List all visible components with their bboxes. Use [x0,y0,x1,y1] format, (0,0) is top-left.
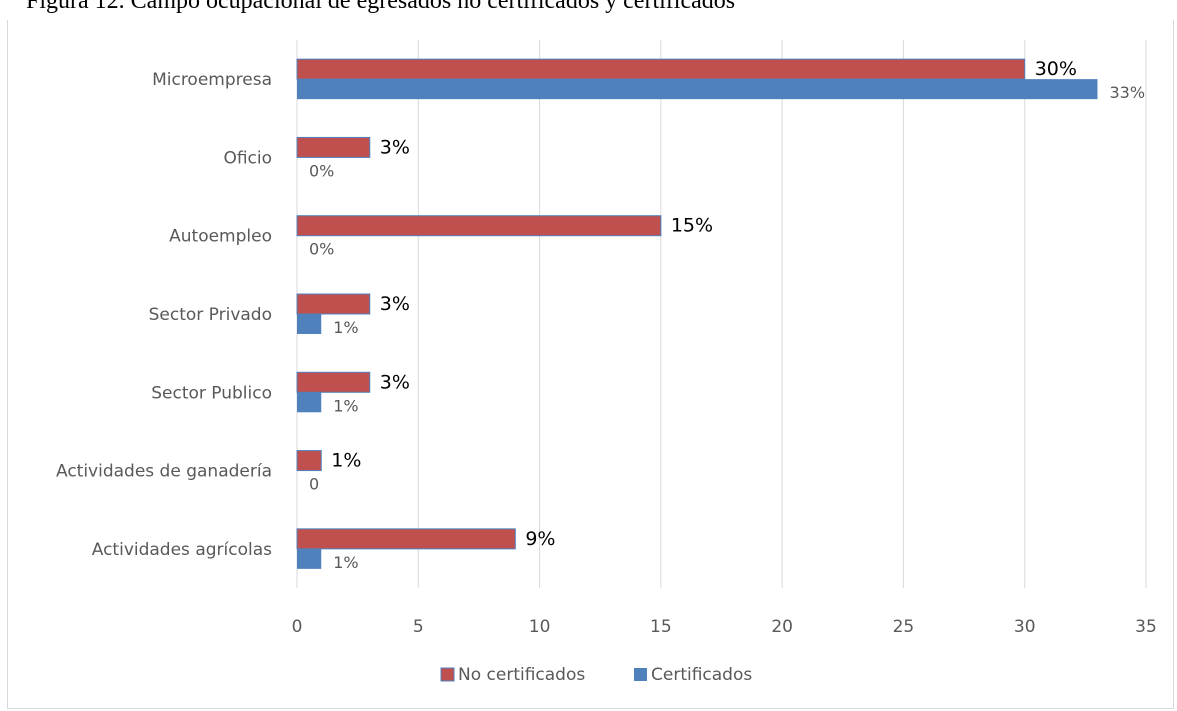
category-label: Sector Publico [151,383,272,403]
data-label-certificados: 1% [333,396,358,415]
data-label-certificados: 0% [309,161,334,180]
data-label-no-certificados: 3% [380,293,410,315]
legend-label-no-certificados: No certificados [458,665,585,685]
category-label: Autoempleo [169,227,272,247]
bar-certificados [297,314,321,334]
data-label-no-certificados: 1% [331,450,361,472]
category-label: Actividades de ganadería [56,462,272,482]
bar-no-certificados [297,451,321,471]
bar-no-certificados [297,59,1025,79]
category-label: Microempresa [152,70,272,90]
data-label-no-certificados: 15% [671,215,713,237]
x-tick-label: 10 [529,617,551,637]
bar-no-certificados [297,294,370,314]
x-tick-label: 35 [1135,617,1157,637]
data-label-certificados: 0 [309,475,319,494]
legend-swatch-no-certificados [441,668,454,681]
data-label-certificados: 1% [333,553,358,572]
x-tick-label: 15 [650,617,672,637]
x-tick-label: 5 [413,617,424,637]
bar-no-certificados [297,529,515,549]
data-label-certificados: 1% [333,318,358,337]
category-label: Actividades agrícolas [92,540,272,560]
bar-no-certificados [297,216,661,236]
x-tick-label: 20 [771,617,793,637]
legend-swatch-certificados [634,668,647,681]
category-label: Oficio [223,148,272,168]
x-tick-label: 25 [893,617,915,637]
bar-certificados [297,79,1097,99]
bar-no-certificados [297,372,370,392]
x-tick-label: 30 [1014,617,1036,637]
category-label: Sector Privado [149,305,272,325]
data-label-no-certificados: 3% [380,136,410,158]
bar-certificados [297,392,321,412]
data-label-no-certificados: 30% [1035,58,1077,80]
data-label-no-certificados: 9% [525,528,555,550]
data-label-certificados: 0% [309,240,334,259]
legend-label-certificados: Certificados [651,665,752,685]
bar-certificados [297,549,321,569]
bar-no-certificados [297,137,370,157]
data-label-no-certificados: 3% [380,371,410,393]
data-label-certificados: 33% [1109,83,1145,102]
x-tick-label: 0 [292,617,303,637]
